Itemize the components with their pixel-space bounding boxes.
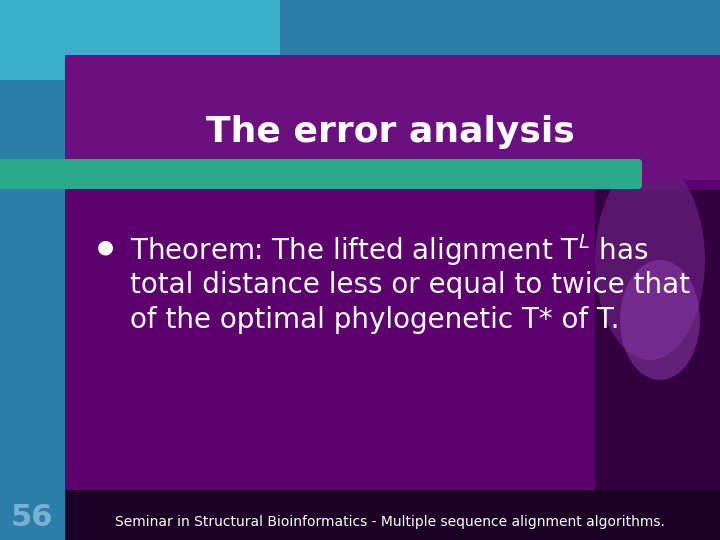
Bar bbox=[65, 55, 720, 180]
Ellipse shape bbox=[620, 260, 700, 380]
Text: ●: ● bbox=[96, 238, 114, 256]
Bar bbox=[595, 190, 720, 490]
Bar bbox=[65, 490, 720, 540]
Text: Seminar in Structural Bioinformatics - Multiple sequence alignment algorithms.: Seminar in Structural Bioinformatics - M… bbox=[115, 515, 665, 529]
Text: The error analysis: The error analysis bbox=[206, 115, 575, 149]
Text: of the optimal phylogenetic T* of T.: of the optimal phylogenetic T* of T. bbox=[130, 306, 619, 334]
Text: 56: 56 bbox=[11, 503, 53, 532]
Text: Theorem: The lifted alignment T$^L$ has: Theorem: The lifted alignment T$^L$ has bbox=[130, 232, 648, 268]
Text: total distance less or equal to twice that: total distance less or equal to twice th… bbox=[130, 271, 690, 299]
FancyBboxPatch shape bbox=[0, 159, 642, 189]
Bar bbox=[0, 0, 280, 80]
Bar bbox=[65, 55, 720, 540]
Ellipse shape bbox=[595, 160, 705, 360]
